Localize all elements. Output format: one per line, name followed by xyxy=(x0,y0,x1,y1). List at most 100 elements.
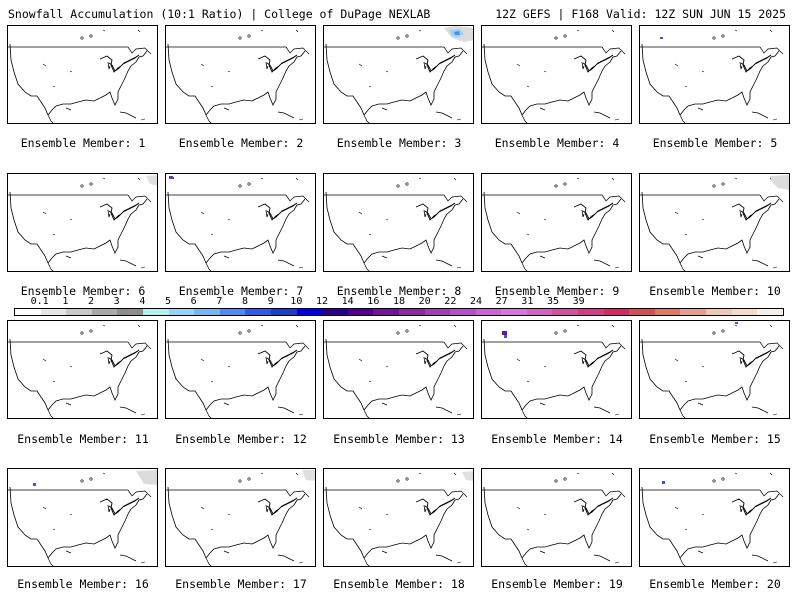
colorbar-tick-label: 22 xyxy=(444,296,457,307)
member-label-9: Ensemble Member: 9 xyxy=(494,284,620,298)
member-label-12: Ensemble Member: 12 xyxy=(175,432,307,446)
basemap-3 xyxy=(324,26,473,124)
snow-area-gray xyxy=(462,471,473,481)
member-label-15: Ensemble Member: 15 xyxy=(649,432,781,446)
colorbar-swatch-3 xyxy=(91,309,118,315)
colorbar-swatch-12 xyxy=(322,309,348,315)
member-label-1: Ensemble Member: 1 xyxy=(20,136,146,150)
basemap-19 xyxy=(482,469,632,567)
ensemble-map-7 xyxy=(165,173,316,272)
colorbar-tick-label: 8 xyxy=(241,296,249,307)
basemap-18 xyxy=(324,471,473,567)
member-label-19: Ensemble Member: 19 xyxy=(491,577,623,591)
colorbar-swatch-24 xyxy=(629,309,655,315)
colorbar-swatch-4 xyxy=(117,309,143,315)
basemap-9 xyxy=(482,174,632,272)
map-title: Snowfall Accumulation (10:1 Ratio) | Col… xyxy=(8,7,431,21)
basemap-13 xyxy=(324,321,474,419)
snow-speck-2 xyxy=(504,335,507,338)
colorbar-swatch-13 xyxy=(347,309,374,315)
colorbar-tick-label: 2 xyxy=(87,296,95,307)
colorbar-swatch-1 xyxy=(40,309,67,315)
colorbar-tick-label: 10 xyxy=(290,296,303,307)
basemap-20 xyxy=(640,469,790,567)
ensemble-map-19 xyxy=(481,468,632,567)
snow-area-gray xyxy=(136,470,157,485)
snow-speck xyxy=(660,37,663,39)
colorbar-tick-label: 14 xyxy=(341,296,354,307)
colorbar-tick-label: 27 xyxy=(495,296,508,307)
ensemble-map-12 xyxy=(165,320,316,419)
snow-speck xyxy=(502,331,507,335)
colorbar-swatch-17 xyxy=(450,309,476,315)
colorbar-tick-label: 35 xyxy=(546,296,560,307)
colorbar-tick-label: 5 xyxy=(164,296,172,307)
colorbar-swatch-29 xyxy=(757,309,783,315)
ensemble-map-2 xyxy=(165,25,316,124)
ensemble-map-10 xyxy=(639,173,790,272)
member-label-2: Ensemble Member: 2 xyxy=(178,136,304,150)
snow-speck xyxy=(169,176,173,179)
basemap-4 xyxy=(482,26,632,124)
colorbar-tick-label: 9 xyxy=(267,296,274,307)
colorbar-swatch-0 xyxy=(15,309,41,315)
colorbar-swatch-15 xyxy=(398,309,425,315)
member-label-16: Ensemble Member: 16 xyxy=(17,577,149,591)
colorbar-swatch-5 xyxy=(142,309,169,315)
member-label-4: Ensemble Member: 4 xyxy=(494,136,620,150)
member-label-5: Ensemble Member: 5 xyxy=(652,136,778,150)
colorbar-tick-label: 16 xyxy=(367,296,380,307)
basemap-11 xyxy=(8,321,158,419)
basemap-14 xyxy=(482,321,632,419)
colorbar-swatch-19 xyxy=(501,309,527,315)
snowfall-colorbar xyxy=(14,308,784,316)
member-label-20: Ensemble Member: 20 xyxy=(649,577,781,591)
member-label-18: Ensemble Member: 18 xyxy=(333,577,465,591)
member-label-14: Ensemble Member: 14 xyxy=(491,432,623,446)
ensemble-map-4 xyxy=(481,25,632,124)
colorbar-swatch-21 xyxy=(552,309,579,315)
ensemble-map-9 xyxy=(481,173,632,272)
member-label-17: Ensemble Member: 17 xyxy=(175,577,307,591)
basemap-15 xyxy=(640,322,790,419)
basemap-8 xyxy=(324,174,474,272)
ensemble-map-16 xyxy=(7,468,158,567)
snow-speck xyxy=(662,481,665,484)
ensemble-map-18 xyxy=(323,468,474,567)
member-label-3: Ensemble Member: 3 xyxy=(336,136,462,150)
colorbar-tick-label: 39 xyxy=(572,296,585,307)
ensemble-map-1 xyxy=(7,25,158,124)
ensemble-map-20 xyxy=(639,468,790,567)
colorbar-swatch-6 xyxy=(168,309,195,315)
colorbar-tick-label: 3 xyxy=(113,296,120,307)
colorbar-swatch-28 xyxy=(731,309,758,315)
basemap-1 xyxy=(8,26,158,124)
model-run-info: 12Z GEFS | F168 Valid: 12Z SUN JUN 15 20… xyxy=(495,7,786,21)
ensemble-map-14 xyxy=(481,320,632,419)
colorbar-swatch-10 xyxy=(270,309,297,315)
colorbar-swatch-14 xyxy=(373,309,399,315)
ensemble-map-13 xyxy=(323,320,474,419)
basemap-7 xyxy=(166,176,316,272)
member-label-8: Ensemble Member: 8 xyxy=(336,284,462,298)
member-label-11: Ensemble Member: 11 xyxy=(17,432,149,446)
colorbar-tick-label: 4 xyxy=(139,296,146,307)
colorbar-swatch-22 xyxy=(578,309,604,315)
snow-area-blue xyxy=(454,31,460,35)
member-label-6: Ensemble Member: 6 xyxy=(20,284,146,298)
basemap-6 xyxy=(8,175,157,272)
colorbar-swatch-9 xyxy=(245,309,271,315)
colorbar-swatch-16 xyxy=(424,309,451,315)
colorbar-swatch-20 xyxy=(526,309,553,315)
colorbar-swatch-2 xyxy=(66,309,92,315)
snow-speck-2 xyxy=(172,177,174,179)
colorbar-tick-label: 31 xyxy=(521,296,534,307)
colorbar-tick-label: 20 xyxy=(418,296,431,307)
member-label-13: Ensemble Member: 13 xyxy=(333,432,465,446)
colorbar-tick-label: 0.1 xyxy=(30,296,49,307)
colorbar-swatch-26 xyxy=(680,309,707,315)
colorbar-tick-label: 24 xyxy=(469,296,483,307)
member-label-10: Ensemble Member: 10 xyxy=(649,284,781,298)
colorbar-swatch-25 xyxy=(654,309,681,315)
colorbar-tick-label: 1 xyxy=(62,296,69,307)
